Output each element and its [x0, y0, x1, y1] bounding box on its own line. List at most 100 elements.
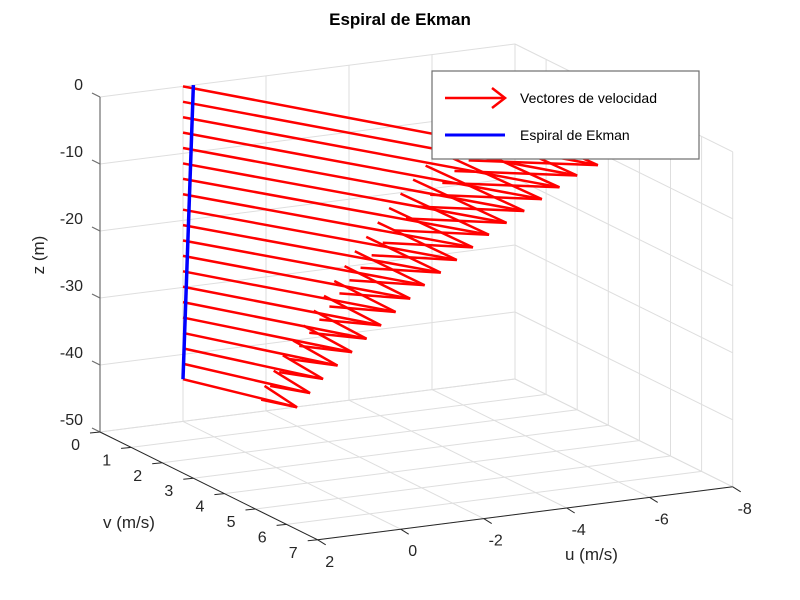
grid-line [286, 470, 702, 525]
velocity-vector [182, 131, 543, 201]
y-tick [214, 493, 225, 496]
velocity-vector [182, 254, 411, 300]
arrow-head-icon [329, 279, 397, 314]
legend-item-vectors: Vectores de velocidad [520, 90, 657, 106]
velocity-vector [182, 239, 425, 287]
arrow-head-icon [430, 150, 543, 201]
y-tick [245, 508, 256, 511]
legend[interactable]: Vectores de velocidad Espiral de Ekman [431, 70, 700, 160]
arrow-head-icon [418, 164, 525, 213]
velocity-vector [182, 100, 578, 177]
grid-line [514, 378, 733, 488]
arrow-head-icon [278, 354, 324, 381]
velocity-vector [182, 193, 474, 249]
velocity-vector [182, 177, 490, 236]
arrow-head-icon [289, 339, 339, 367]
x-tick [317, 539, 326, 546]
x-tick-label: -4 [572, 522, 586, 539]
velocity-vector [182, 223, 441, 274]
y-tick [89, 431, 101, 434]
arrow-head-icon [319, 294, 382, 327]
axes-lines [89, 92, 741, 546]
z-tick-label: -30 [60, 278, 83, 295]
grid-line [348, 399, 567, 509]
y-tick-label: 4 [195, 499, 204, 516]
grid-line [99, 244, 516, 299]
grid-line [255, 455, 671, 510]
z-tick-label: -50 [60, 412, 83, 429]
velocity-vector [182, 270, 396, 314]
y-tick-label: 5 [227, 514, 236, 531]
z-tick [91, 360, 101, 366]
tick-labels: 0 -10 -20 -30 -40 -50 0 1 2 3 4 5 6 7 2 0 -2 -4 -6 -8 [60, 77, 752, 571]
x-tick-label: 2 [325, 554, 334, 571]
legend-item-spiral: Espiral de Ekman [520, 127, 630, 143]
z-tick [91, 92, 101, 98]
velocity-vector [182, 316, 353, 354]
grid-line [514, 244, 733, 354]
x-tick [649, 496, 658, 503]
grid-line [99, 177, 516, 232]
z-tick-label: -20 [60, 211, 83, 228]
z-tick-label: -40 [60, 345, 83, 362]
y-tick-label: 2 [133, 468, 142, 485]
z-tick [91, 427, 101, 433]
y-tick [121, 446, 132, 449]
z-tick [91, 293, 101, 299]
z-axis-label: z (m) [29, 236, 48, 275]
arrow-head-icon [405, 178, 508, 225]
y-axis-label: v (m/s) [103, 513, 155, 532]
grid-line [514, 177, 733, 287]
y-tick-label: 0 [71, 437, 80, 454]
y-tick-label: 3 [164, 483, 173, 500]
arrow-head-icon [382, 206, 474, 249]
grid-line [431, 389, 650, 498]
x-tick-label: 0 [408, 543, 417, 560]
grid-line [224, 440, 640, 495]
chart-title: Espiral de Ekman [329, 10, 471, 29]
velocity-vector [182, 208, 458, 262]
y-tick-label: 6 [258, 529, 267, 546]
x-tick [566, 507, 575, 514]
grid-line [514, 311, 733, 421]
velocity-vector [182, 146, 525, 213]
z-tick-label: -10 [60, 144, 83, 161]
z-tick [91, 226, 101, 232]
x-axis [317, 486, 733, 541]
arrow-head-icon [260, 384, 298, 409]
x-tick [400, 528, 409, 535]
y-tick [276, 523, 287, 526]
grid-line [99, 311, 516, 366]
x-tick-label: -8 [738, 501, 752, 518]
arrow-head-icon [360, 235, 442, 274]
grid-line [193, 424, 609, 479]
y-tick [307, 539, 318, 542]
velocity-vector [182, 300, 367, 340]
x-tick-label: -6 [655, 511, 669, 528]
grid-line [131, 393, 547, 448]
velocity-vector [182, 347, 324, 381]
arrow-head-icon [393, 192, 490, 236]
legend-box [431, 70, 700, 160]
x-tick-label: -2 [489, 533, 503, 550]
x-tick [732, 486, 741, 493]
arrow-head-icon [269, 369, 311, 395]
legend-arrow-icon [445, 87, 508, 109]
ekman-spiral-line [181, 85, 196, 380]
y-axis [99, 431, 318, 541]
y-tick [152, 462, 163, 465]
grid-line [162, 409, 578, 464]
arrow-head-icon [371, 221, 458, 262]
velocity-vector [182, 331, 338, 367]
grid-line [99, 43, 516, 98]
grid-line [182, 420, 401, 530]
grid-line [99, 378, 516, 433]
y-tick-label: 1 [102, 452, 111, 469]
velocity-vector [182, 115, 560, 189]
grid-line [265, 410, 484, 520]
z-tick-label: 0 [74, 77, 83, 94]
velocity-vector [182, 285, 382, 327]
x-tick [483, 518, 492, 525]
arrow-head-icon [299, 324, 353, 354]
